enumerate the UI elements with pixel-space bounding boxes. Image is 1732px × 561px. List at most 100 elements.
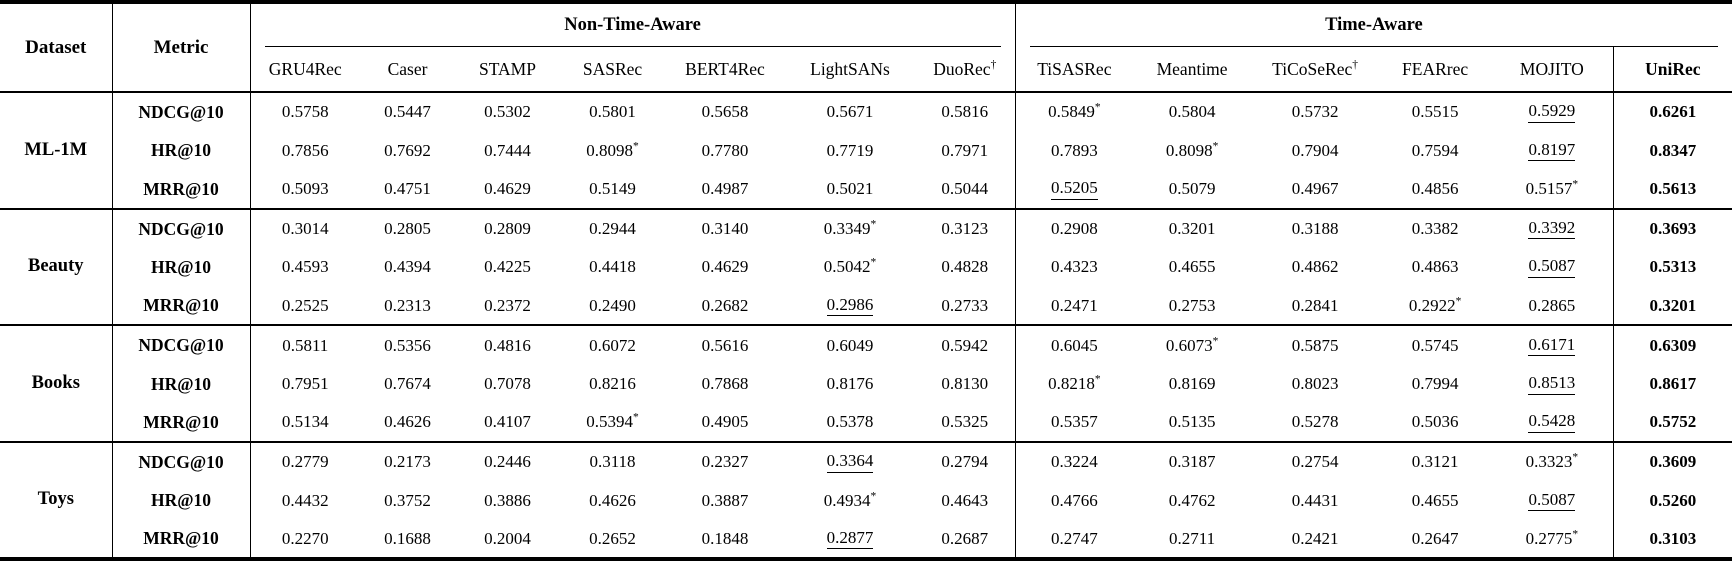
- col-header-unirec: UniRec: [1645, 58, 1701, 79]
- value-cell: 0.2747: [1050, 528, 1098, 548]
- value-cell: 0.5732: [1291, 102, 1339, 122]
- value-cell: 0.7971: [915, 130, 1016, 170]
- value-cell: 0.5087: [1491, 481, 1614, 520]
- value-cell: 0.2687: [915, 519, 1016, 559]
- value-cell: 0.2986: [785, 287, 915, 326]
- value-cell: 0.7719: [826, 140, 874, 160]
- value-cell: 0.7951: [281, 374, 329, 394]
- value-cell: 0.6073*: [1133, 324, 1252, 365]
- value-cell: 0.4762: [1168, 490, 1216, 510]
- value-cell: 0.5758: [281, 102, 329, 122]
- value-cell: 0.5149: [589, 178, 636, 198]
- value-cell: 0.7674: [384, 374, 431, 394]
- table-row: MRR@10 0.2270 0.1688 0.2004 0.2652 0.1848 0.28…: [0, 519, 1732, 559]
- value-cell: 0.7868: [701, 374, 749, 394]
- value-cell: 0.8513: [1491, 364, 1614, 404]
- value-cell: 0.6171: [1491, 324, 1614, 365]
- value-cell: 0.8169: [1168, 374, 1216, 394]
- value-cell: 0.6261: [1649, 102, 1697, 122]
- model-header-row: GRU4Rec Caser STAMP SASRec BERT4Rec Ligh…: [0, 47, 1732, 92]
- col-header-lightsans: LightSANs: [810, 58, 890, 79]
- value-cell: 0.7692: [384, 140, 431, 160]
- metric-label: MRR@10: [112, 169, 251, 209]
- metric-label: NDCG@10: [112, 207, 251, 248]
- value-cell: 0.2908: [1015, 207, 1134, 248]
- value-cell: 0.5929: [1491, 92, 1614, 131]
- value-cell: 0.8617: [1649, 374, 1697, 394]
- value-cell: 0.4432: [281, 490, 329, 510]
- value-cell: 0.8197: [1491, 130, 1614, 170]
- value-cell: 0.5378: [826, 412, 874, 432]
- value-cell: 0.4862: [1291, 257, 1339, 277]
- value-cell: 0.3188: [1251, 207, 1380, 248]
- value-cell: 0.7594: [1411, 140, 1459, 160]
- value-cell: 0.3103: [1649, 528, 1697, 548]
- value-cell: 0.5135: [1168, 412, 1216, 432]
- metric-label: MRR@10: [112, 519, 251, 559]
- value-cell: 0.5428: [1491, 403, 1614, 443]
- table-row: HR@10 0.4593 0.4394 0.4225 0.4418 0.4629 0.504…: [0, 247, 1732, 287]
- value-cell: 0.5021: [826, 178, 874, 198]
- value-cell: 0.3349*: [785, 207, 915, 248]
- col-header-mojito: MOJITO: [1491, 47, 1614, 92]
- col-header-duorec: DuoRec†: [915, 47, 1016, 92]
- value-cell: 0.2313: [384, 295, 431, 315]
- value-cell: 0.2490: [589, 295, 636, 315]
- value-cell: 0.3123: [915, 207, 1016, 248]
- value-cell: 0.3886: [484, 490, 531, 510]
- value-cell: 0.3752: [384, 490, 431, 510]
- value-cell: 0.4905: [701, 412, 749, 432]
- value-cell: 0.2841: [1291, 295, 1339, 315]
- value-cell: 0.5447: [384, 102, 431, 122]
- group-header-non-time-aware: Non-Time-Aware: [250, 2, 1016, 47]
- value-cell: 0.4626: [384, 412, 431, 432]
- value-cell: 0.2922*: [1408, 295, 1462, 315]
- col-header-sasrec: SASRec: [582, 58, 643, 79]
- value-cell: 0.3609: [1613, 441, 1732, 482]
- value-cell: 0.4816: [455, 324, 560, 365]
- value-cell: 0.3382: [1379, 207, 1492, 248]
- value-cell: 0.2865: [1491, 286, 1614, 326]
- value-cell: 0.1848: [701, 528, 749, 548]
- metric-label: HR@10: [112, 247, 251, 287]
- col-header-stamp: STAMP: [479, 58, 536, 79]
- value-cell: 0.5804: [1168, 102, 1216, 122]
- value-cell: 0.2775*: [1491, 519, 1614, 559]
- value-cell: 0.6045: [1015, 324, 1134, 365]
- value-cell: 0.5875: [1251, 324, 1380, 365]
- table-row: Beauty NDCG@10 0.3014 0.2805 0.2809 0.2944 0.3…: [0, 207, 1732, 326]
- value-cell: 0.2794: [915, 441, 1016, 482]
- value-cell: 0.8216: [589, 374, 636, 394]
- value-cell: 0.2733: [915, 286, 1016, 326]
- value-cell: 0.2525: [281, 295, 329, 315]
- metric-label: NDCG@10: [112, 324, 251, 365]
- col-header-ticoserec: TiCoSeRec†: [1272, 58, 1358, 79]
- value-cell: 0.3201: [1649, 295, 1697, 315]
- value-cell: 0.4934*: [823, 490, 877, 510]
- value-cell: 0.2877: [785, 520, 915, 559]
- value-cell: 0.5357: [1050, 412, 1098, 432]
- value-cell: 0.5042*: [823, 256, 877, 277]
- value-cell: 0.2173: [360, 441, 455, 482]
- value-cell: 0.7078: [484, 374, 531, 394]
- value-cell: 0.8098*: [1165, 139, 1219, 160]
- value-cell: 0.8023: [1291, 374, 1339, 394]
- table-header: Dataset Metric Non-Time-Aware Time-Aware…: [0, 2, 1732, 92]
- value-cell: 0.5811: [250, 324, 360, 365]
- value-cell: 0.4107: [484, 412, 531, 432]
- value-cell: 0.6309: [1613, 324, 1732, 365]
- value-cell: 0.2471: [1050, 295, 1098, 315]
- metric-label: HR@10: [112, 481, 251, 520]
- value-cell: 0.5044: [915, 169, 1016, 209]
- value-cell: 0.5671: [826, 102, 874, 122]
- table-body: ML-1M NDCG@10 0.5758 0.5447 0.5302 0.5801 0.56…: [0, 92, 1732, 559]
- table-row: HR@10 0.7951 0.7674 0.7078 0.8216 0.7868 0.817…: [0, 364, 1732, 404]
- value-cell: 0.4418: [589, 257, 636, 277]
- value-cell: 0.2682: [701, 295, 749, 315]
- dataset-label: Toys: [0, 441, 113, 559]
- value-cell: 0.7780: [701, 140, 749, 160]
- value-cell: 0.5356: [360, 324, 455, 365]
- metric-label: MRR@10: [112, 403, 251, 443]
- value-cell: 0.4225: [484, 257, 531, 277]
- value-cell: 0.5079: [1168, 178, 1216, 198]
